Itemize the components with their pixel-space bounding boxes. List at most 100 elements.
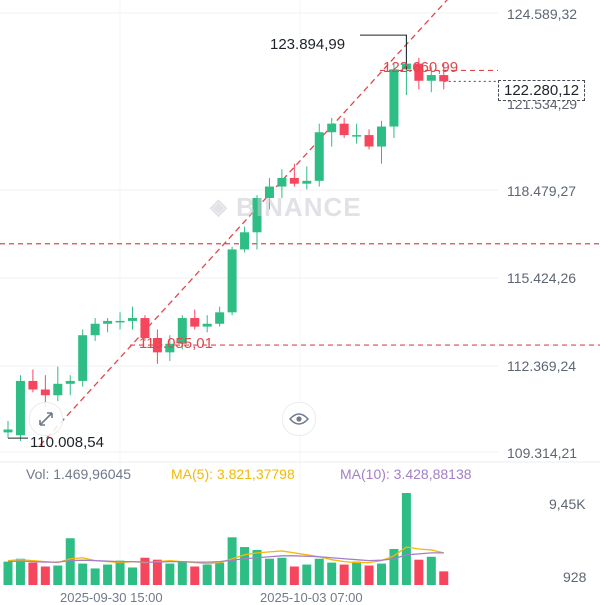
candle-body <box>314 132 324 181</box>
candle-body <box>103 320 113 324</box>
volume-bar <box>327 562 337 585</box>
candle-body <box>426 75 436 81</box>
candle-body <box>15 380 25 436</box>
candle-body <box>128 318 137 321</box>
candle-body <box>264 186 274 198</box>
volume-bar <box>78 563 88 585</box>
lower-line-label: 113.055,01 <box>139 335 213 352</box>
current-price-box: 122.280,12 <box>498 80 586 101</box>
price-axis-label: 115.424,26 <box>507 270 577 286</box>
candle-body <box>202 323 212 327</box>
upper-line-label: 122.660,99 <box>383 59 459 76</box>
candle-body <box>53 383 63 396</box>
candle-body <box>289 177 299 184</box>
volume-bar <box>53 565 63 585</box>
candle-body <box>140 318 150 339</box>
time-axis-label: 2025-09-30 15:00 <box>60 590 163 605</box>
volume-bar <box>439 571 449 585</box>
volume-bar <box>128 567 137 585</box>
volume-bar <box>364 565 374 585</box>
candle-body <box>190 318 200 327</box>
expand-button[interactable] <box>29 402 63 436</box>
volume-indicator: Vol: 1.469,96045 <box>26 466 132 482</box>
candle-body <box>40 389 50 396</box>
candle-body <box>78 335 88 381</box>
candle-body <box>90 323 100 336</box>
candle-body <box>65 380 75 384</box>
low-price-annotation: 110.008,54 <box>30 434 104 451</box>
candle-body <box>227 249 237 313</box>
candle-body <box>28 380 38 390</box>
volume-bar <box>15 558 25 585</box>
volume-bar <box>177 561 187 585</box>
volume-bar <box>240 547 250 585</box>
ma10-indicator: MA(10): 3.428,88138 <box>340 466 472 482</box>
volume-bar <box>277 557 287 585</box>
volume-bar <box>140 557 150 585</box>
volume-axis-label: 928 <box>563 569 587 585</box>
candle-body <box>3 429 13 433</box>
volume-bar <box>40 566 50 585</box>
volume-bar <box>302 564 312 585</box>
volume-bar <box>314 558 324 585</box>
price-axis-label: 112.369,24 <box>507 358 577 374</box>
volume-bar <box>414 559 424 585</box>
volume-bar <box>115 560 125 585</box>
candle-body <box>177 318 187 344</box>
volume-bar <box>202 564 212 585</box>
ma10-line <box>7 552 444 563</box>
candle-body <box>165 343 175 353</box>
high-marker-connector <box>360 34 407 70</box>
candle-body <box>302 180 312 184</box>
high-marker-line <box>8 34 407 439</box>
binance-logo-icon: ◈ <box>210 194 228 219</box>
candle-body <box>115 320 125 323</box>
high-price-annotation: 123.894,99 <box>270 36 346 53</box>
candle-body <box>389 69 399 127</box>
visibility-toggle-button[interactable] <box>282 402 316 436</box>
candle-body <box>252 197 262 233</box>
moving-average-lines <box>7 546 444 565</box>
candle-body <box>364 135 374 147</box>
eye-icon <box>289 413 309 425</box>
watermark-logo: ◈ BINANCE <box>210 192 362 223</box>
volume-bar <box>352 561 362 585</box>
time-axis-label: 2025-10-03 07:00 <box>260 590 363 605</box>
volume-bar <box>426 556 436 585</box>
watermark-text: BINANCE <box>236 192 362 222</box>
volume-bars <box>3 493 449 585</box>
volume-bar <box>264 558 274 585</box>
volume-bar <box>103 564 113 585</box>
volume-bar <box>401 493 411 585</box>
candle-body <box>152 338 162 353</box>
candle-body <box>339 123 349 136</box>
volume-bar <box>190 566 200 585</box>
volume-bar <box>339 564 349 585</box>
volume-bar <box>377 563 386 585</box>
price-axis-label: 109.314,21 <box>507 445 578 461</box>
volume-bar <box>252 549 262 585</box>
price-axis-label: 118.479,27 <box>507 183 577 199</box>
volume-bar <box>215 562 225 585</box>
candle-body <box>414 63 424 81</box>
candle-body <box>215 312 225 324</box>
volume-bar <box>65 538 75 585</box>
ma5-indicator: MA(5): 3.821,37798 <box>171 466 295 482</box>
candle-body <box>240 232 250 250</box>
volume-bar <box>227 537 237 585</box>
volume-bar <box>289 566 299 585</box>
price-axis-label: 124.589,32 <box>507 6 578 22</box>
volume-bar <box>90 568 100 585</box>
volume-bar <box>3 561 13 585</box>
volume-bar <box>165 563 175 585</box>
volume-bar <box>152 559 162 585</box>
candle-body <box>439 75 449 82</box>
volume-bar <box>28 562 38 585</box>
candle-body <box>377 126 386 147</box>
candle-body <box>352 135 362 137</box>
volume-axis-label: 9,45K <box>549 496 586 512</box>
candle-body <box>327 123 337 133</box>
volume-bar <box>389 548 399 585</box>
